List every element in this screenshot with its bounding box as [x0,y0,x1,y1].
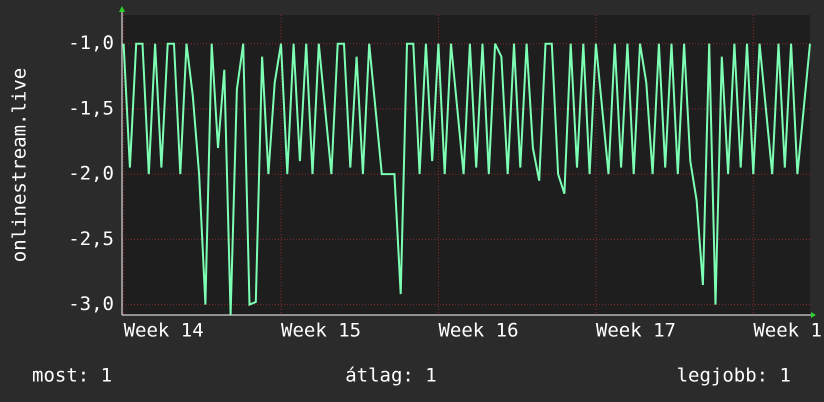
x-tick-label: Week 14 [124,320,204,342]
footer-stat: legjobb: 1 [677,365,791,387]
plot-area [122,15,810,315]
y-tick-label: -3,0 [68,293,114,315]
y-tick-label: -2,0 [68,163,114,185]
y-tick-label: -2,5 [68,228,114,250]
y-tick-label: -1,0 [68,32,114,54]
y-tick-label: -1,5 [68,97,114,119]
data-line [122,42,811,316]
x-tick-label: Week 15 [281,320,361,342]
footer-stat: átlag: 1 [345,365,437,387]
footer-stat: most: 1 [32,365,112,387]
y-axis-label: onlinestream.live [9,68,31,262]
x-tick-label: Week 16 [438,320,518,342]
x-tick-label: Week 1 [753,320,822,342]
axis-arrow [811,312,816,318]
axis-arrow [119,6,125,12]
x-tick-label: Week 17 [596,320,676,342]
